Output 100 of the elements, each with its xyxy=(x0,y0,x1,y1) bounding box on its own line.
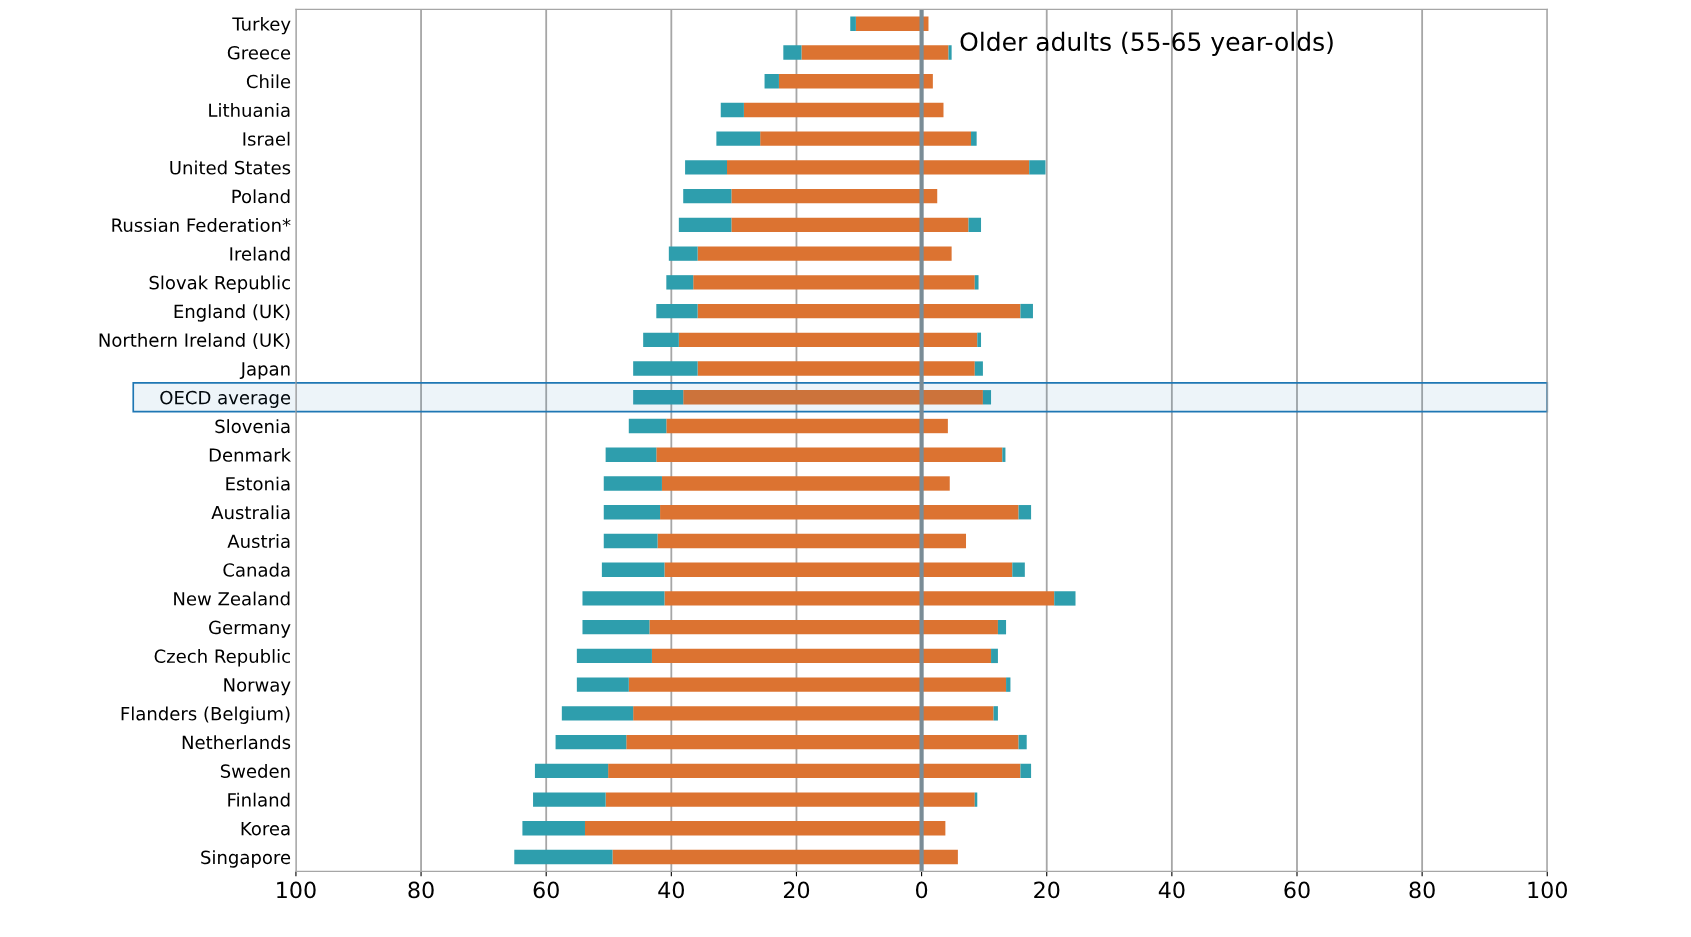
y-tick-label: Turkey xyxy=(232,16,291,35)
x-tick-label: 100 xyxy=(1528,881,1567,899)
y-tick-label: Korea xyxy=(241,822,290,836)
y-tick-label: Chile xyxy=(246,74,291,89)
x-tick-label: 40 xyxy=(658,881,684,899)
bar xyxy=(668,246,698,261)
y-tick-label: Germany xyxy=(209,620,291,638)
bar xyxy=(921,533,967,549)
bar xyxy=(626,734,922,750)
y-tick-label: Canada xyxy=(223,562,290,577)
bar xyxy=(921,591,1055,606)
bar xyxy=(683,188,732,204)
bar xyxy=(743,102,922,118)
x-tick-label: 80 xyxy=(408,881,434,899)
bar xyxy=(982,390,992,405)
bar xyxy=(697,303,922,319)
y-tick-label: Norway xyxy=(224,678,291,696)
bar xyxy=(783,45,802,60)
bar xyxy=(731,217,922,233)
bar xyxy=(666,275,694,290)
y-tick-label: Flanders (Belgium) xyxy=(121,706,290,724)
bar xyxy=(1029,160,1046,175)
x-tick-label: 40 xyxy=(1158,881,1185,899)
bar xyxy=(921,562,1013,577)
bar xyxy=(971,131,977,146)
y-tick-label: Austria xyxy=(227,534,290,549)
y-tick-label: Israel xyxy=(243,131,290,146)
bar xyxy=(603,533,658,549)
x-tick-label: 60 xyxy=(533,881,559,899)
bar xyxy=(720,102,744,118)
bar xyxy=(760,131,922,146)
bar xyxy=(801,45,922,60)
y-tick-label: Estonia xyxy=(226,476,290,491)
bar xyxy=(921,619,998,635)
bar xyxy=(628,418,667,434)
bar xyxy=(656,303,698,319)
bar xyxy=(1054,591,1076,606)
bar xyxy=(1020,303,1033,319)
y-tick-label: Singapore xyxy=(201,850,291,868)
bar xyxy=(764,74,779,89)
bar xyxy=(576,677,629,692)
bar xyxy=(678,332,922,347)
y-tick-label: Australia xyxy=(211,505,290,520)
bar xyxy=(612,849,922,865)
bar xyxy=(1002,447,1006,462)
bar xyxy=(997,619,1007,635)
x-tick-label: 20 xyxy=(1034,881,1060,899)
bar xyxy=(693,275,922,290)
bar xyxy=(605,792,922,807)
bar xyxy=(921,792,975,807)
bar xyxy=(921,45,949,60)
bar xyxy=(666,418,922,434)
bar xyxy=(608,763,922,779)
bar xyxy=(561,706,634,721)
y-tick-label: Denmark xyxy=(209,447,292,462)
bar xyxy=(685,160,728,175)
bar xyxy=(522,821,585,836)
bar xyxy=(683,390,922,405)
bar xyxy=(727,160,922,175)
bar xyxy=(778,74,922,89)
bar xyxy=(977,332,982,347)
bar xyxy=(921,361,975,376)
bar xyxy=(921,505,1019,520)
bar xyxy=(534,763,609,779)
bar xyxy=(921,332,978,347)
bar xyxy=(1018,734,1027,750)
bar xyxy=(921,303,1021,319)
y-tick-label: OECD average xyxy=(160,390,291,408)
y-tick-label: Greece xyxy=(227,45,291,60)
bar xyxy=(603,476,662,491)
bar xyxy=(514,849,613,865)
annotation: Older adults (55-65 year-olds) xyxy=(960,31,1333,56)
bar xyxy=(850,16,856,31)
bar xyxy=(584,821,922,836)
bar xyxy=(582,619,650,635)
y-tick-label: Ireland xyxy=(230,246,290,261)
x-tick-label: 60 xyxy=(1284,881,1310,899)
y-tick-label: New Zealand xyxy=(174,591,290,606)
bar xyxy=(678,217,732,233)
bar xyxy=(921,734,1019,750)
bar xyxy=(921,763,1021,779)
bar xyxy=(948,45,952,60)
y-tick-label: Poland xyxy=(232,189,290,204)
y-tick-label: Japan xyxy=(239,362,290,380)
x-tick-label: 80 xyxy=(1409,881,1435,899)
bar xyxy=(731,188,922,204)
bar xyxy=(921,447,1003,462)
bar xyxy=(921,217,969,233)
bar xyxy=(664,562,922,577)
x-tick-label: 20 xyxy=(783,881,810,899)
bar xyxy=(993,706,998,721)
x-tick-label: 100 xyxy=(277,881,316,899)
bar xyxy=(661,476,922,491)
bar xyxy=(921,476,950,491)
bar xyxy=(921,648,992,664)
bar xyxy=(605,447,657,462)
bar xyxy=(697,361,922,376)
bar xyxy=(991,648,998,664)
bar xyxy=(643,332,679,347)
bar xyxy=(660,505,922,520)
